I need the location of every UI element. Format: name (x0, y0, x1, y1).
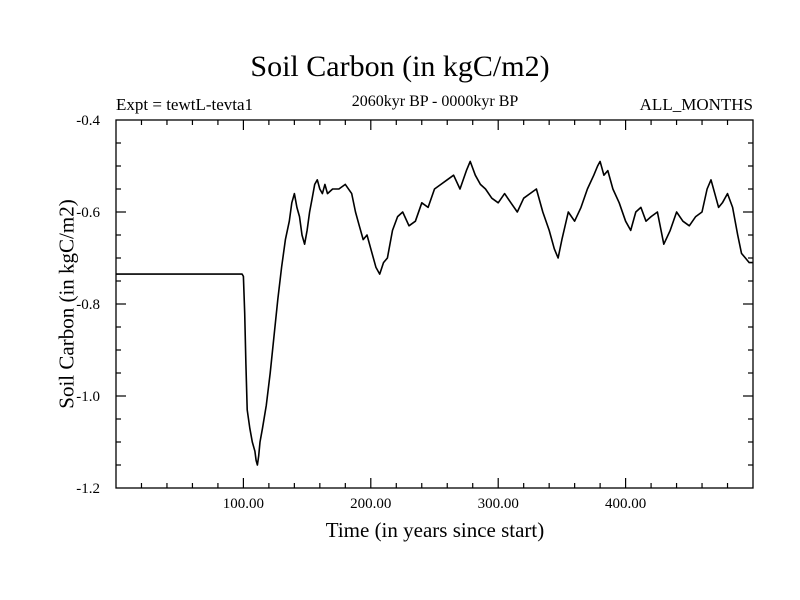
months-label: ALL_MONTHS (639, 95, 753, 114)
x-axis-title: Time (in years since start) (325, 518, 545, 542)
x-tick-label: 100.00 (223, 496, 264, 512)
axis-tick-labels: 100.00 200.00 300.00 400.00 -1.2 -1.0 -0.8 -0.6… (76, 113, 646, 512)
axis-ticks (116, 120, 753, 488)
x-tick-label: 400.00 (605, 496, 646, 512)
x-tick-label: 200.00 (350, 496, 391, 512)
plot-frame (115, 119, 754, 489)
chart-title: Soil Carbon (in kgC/m2) (250, 50, 550, 83)
y-tick-label: -1.2 (76, 481, 100, 497)
soil-carbon-line (116, 160, 753, 466)
experiment-label: Expt = tewtL-tevta1 (116, 95, 254, 114)
y-tick-label: -0.8 (76, 297, 100, 313)
y-tick-label: -0.4 (76, 113, 100, 129)
period-label: 2060kyr BP - 0000kyr BP (351, 93, 519, 110)
x-tick-label: 300.00 (478, 496, 519, 512)
y-tick-label: -0.6 (76, 205, 100, 221)
y-tick-label: -1.0 (76, 389, 100, 405)
